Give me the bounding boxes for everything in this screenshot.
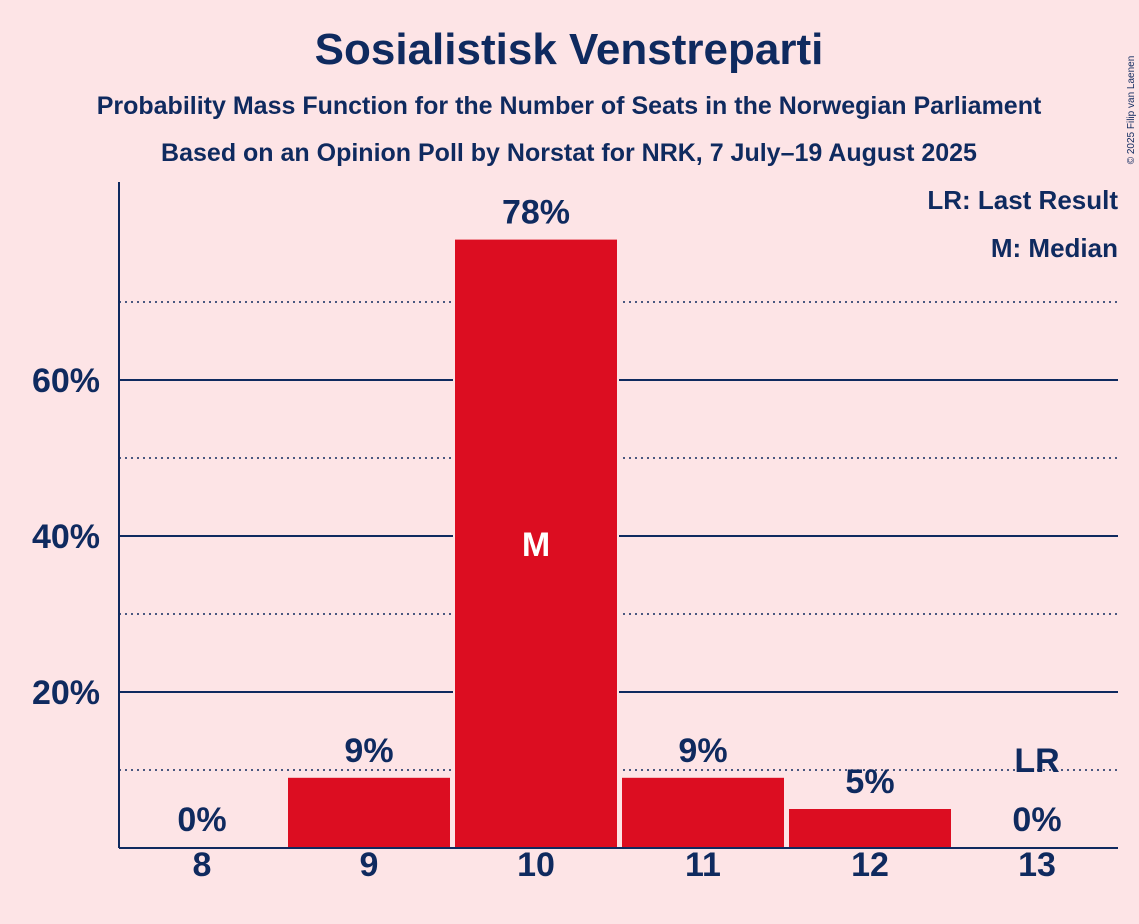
chart-subtitle-1: Probability Mass Function for the Number… [97,92,1042,120]
y-tick-label: 40% [32,518,100,556]
x-tick-label-12: 12 [851,846,889,884]
chart-title: Sosialistisk Venstreparti [315,25,824,74]
y-tick-label: 20% [32,674,100,712]
bar-10 [455,239,617,849]
x-tick-label-10: 10 [517,846,555,884]
bar-layer [286,237,953,849]
axis-layer [118,182,1118,849]
last-result-marker: LR [1014,742,1059,780]
chart-subtitle-2: Based on an Opinion Poll by Norstat for … [161,139,977,167]
legend-median: M: Median [991,233,1118,263]
bar-12 [789,809,951,848]
bar-11 [622,777,784,848]
x-tick-label-8: 8 [193,846,212,884]
data-label-8: 0% [177,801,226,839]
bar-9 [288,777,450,848]
y-tick-label: 60% [32,362,100,400]
copyright-text: © 2025 Filip van Laenen [1126,56,1137,165]
data-label-10: 78% [502,194,570,232]
data-label-12: 5% [845,763,894,801]
median-marker: M [522,526,550,564]
x-tick-label-13: 13 [1018,846,1056,884]
data-label-9: 9% [344,732,393,770]
data-label-13: 0% [1012,801,1061,839]
legend-last-result: LR: Last Result [927,185,1118,215]
x-tick-label-11: 11 [685,846,721,884]
x-tick-label-9: 9 [360,846,379,884]
data-label-11: 9% [678,732,727,770]
label-layer: 0% 8 9% 9 78% 10 M 9% 11 5% 12 0% 13 LR [177,194,1061,884]
